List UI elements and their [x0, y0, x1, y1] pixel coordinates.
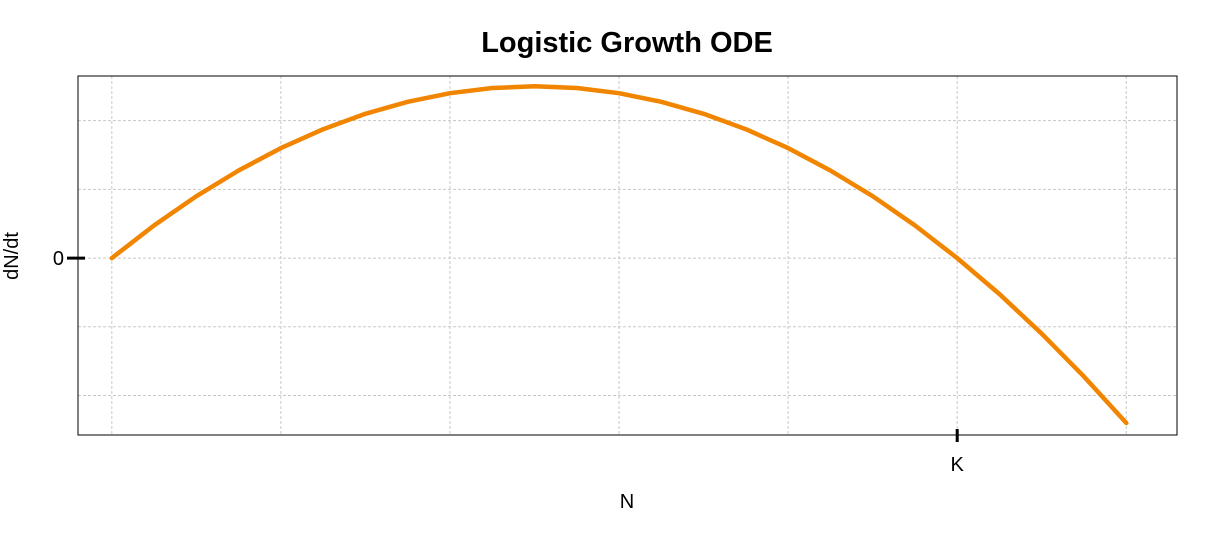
series-group [109, 84, 1129, 426]
chart-title: Logistic Growth ODE [481, 27, 773, 59]
y-axis-label: dN/dt [1, 232, 23, 280]
y-tick-label: 0 [53, 248, 64, 270]
axis-ticks: K0 [53, 248, 965, 476]
x-tick-label: K [951, 454, 965, 476]
series-line [109, 84, 1129, 426]
plot-area [77, 75, 1178, 436]
grid [78, 76, 1177, 435]
x-axis-label: N [620, 491, 634, 513]
